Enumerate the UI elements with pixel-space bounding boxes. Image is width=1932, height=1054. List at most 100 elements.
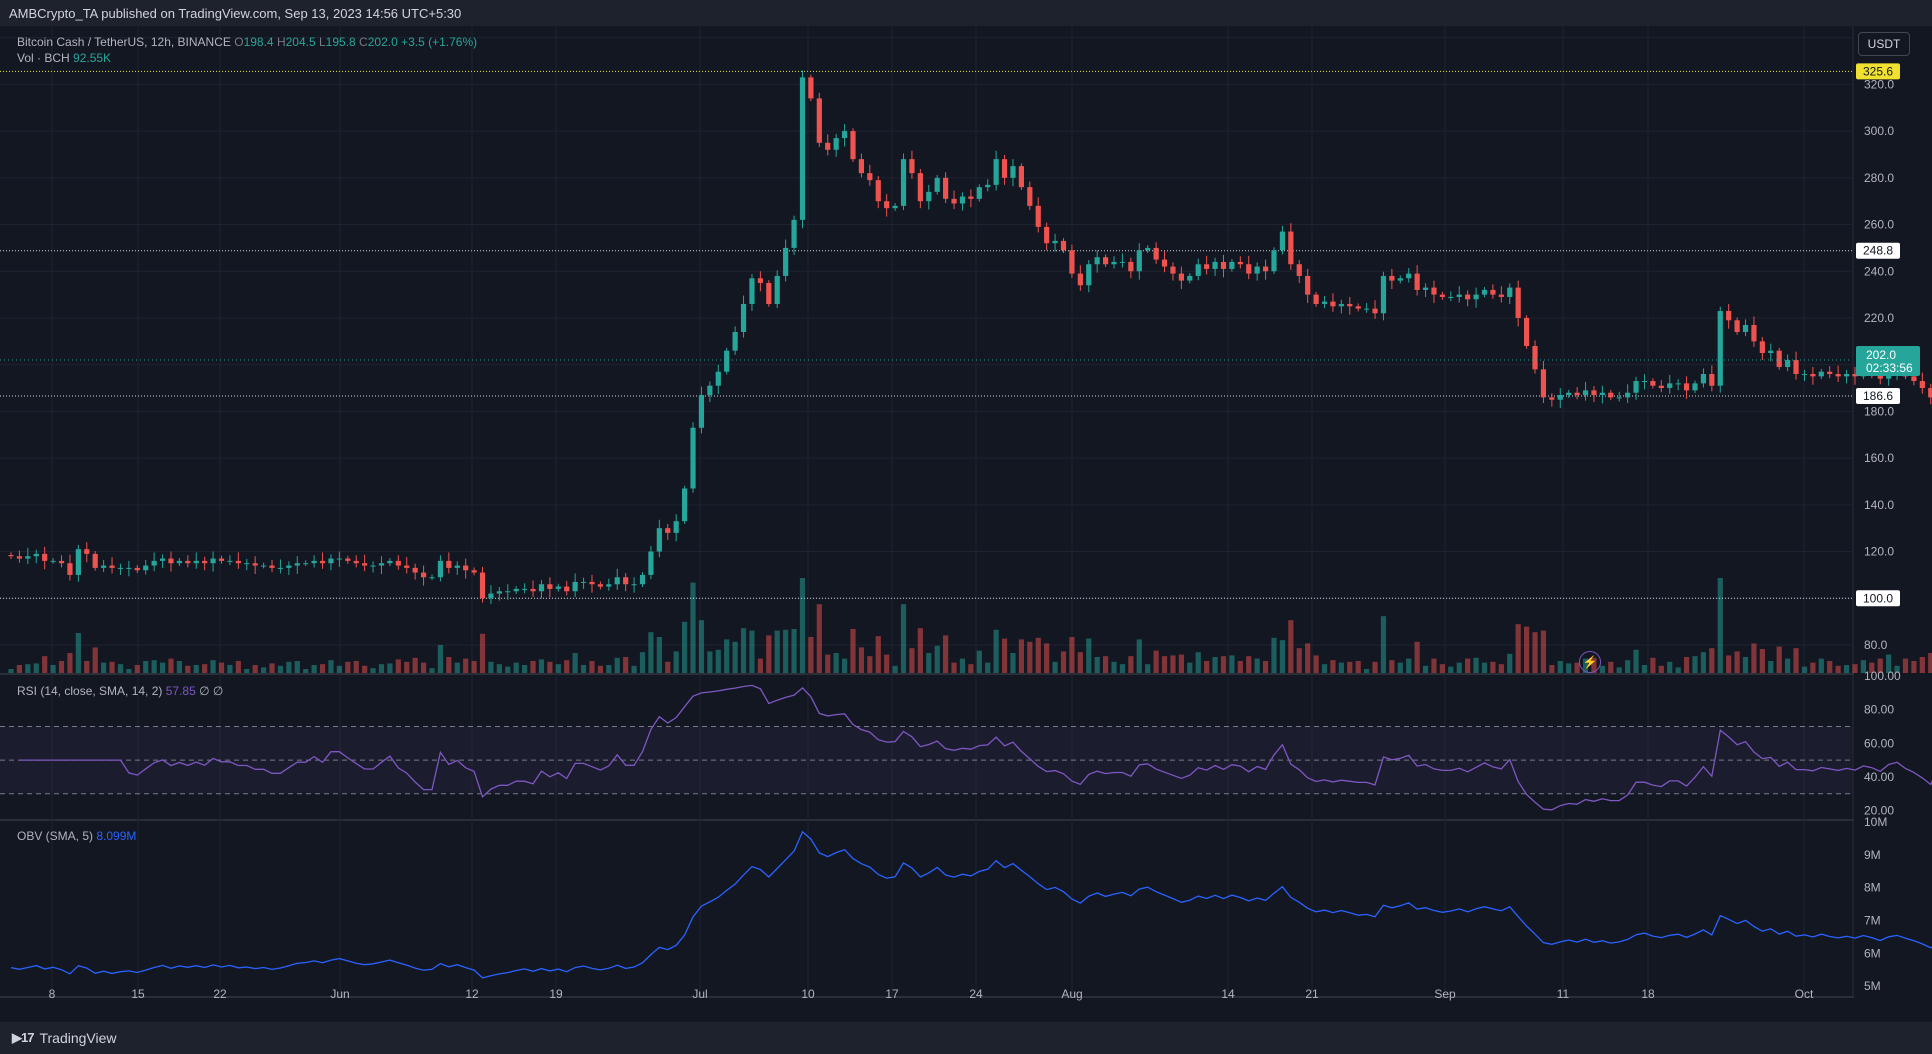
- volume-bar: [1911, 661, 1917, 673]
- candle-body: [1818, 371, 1824, 377]
- volume-bar: [791, 629, 797, 673]
- candle-body: [1094, 257, 1100, 265]
- obv-legend: OBV (SMA, 5) 8.099M: [17, 829, 136, 843]
- candle-body: [92, 553, 98, 568]
- x-tick-label: 24: [969, 987, 983, 1001]
- candle-body: [707, 385, 713, 396]
- volume-bar: [555, 664, 561, 673]
- obv-tick-label: 6M: [1864, 946, 1881, 960]
- candle-body: [1195, 264, 1201, 276]
- volume-bar: [395, 659, 401, 673]
- volume-bar: [1372, 661, 1378, 673]
- candle-body: [825, 142, 831, 150]
- candle-body: [159, 558, 166, 561]
- rsi-band-fill: [0, 726, 1852, 794]
- candle-body: [1288, 231, 1294, 265]
- candle-body: [1481, 289, 1488, 295]
- level-tag: [1856, 387, 1900, 404]
- volume-bar: [639, 652, 646, 673]
- candle-body: [1406, 273, 1412, 279]
- candle-body: [985, 184, 991, 188]
- volume-bar: [1776, 646, 1782, 673]
- volume-bar: [311, 665, 317, 673]
- candle-body: [1153, 247, 1159, 260]
- candle-body: [50, 560, 56, 562]
- obv-label[interactable]: OBV (SMA, 5): [17, 829, 94, 843]
- candle-body: [1877, 374, 1883, 379]
- volume-bar: [1178, 654, 1184, 673]
- candle-body: [833, 138, 839, 150]
- candle-body: [244, 563, 250, 565]
- candle-body: [1204, 264, 1210, 269]
- obv-line: [10, 830, 1932, 979]
- candle-body: [1843, 374, 1850, 377]
- volume-bar: [1355, 661, 1361, 673]
- rsi-label[interactable]: RSI (14, close, SMA, 14, 2): [17, 684, 163, 698]
- candle-body: [513, 588, 519, 592]
- volume-bar: [420, 662, 427, 673]
- candle-body: [319, 560, 326, 564]
- volume-bar: [1742, 657, 1749, 673]
- volume-bar: [884, 654, 890, 673]
- candle-body: [395, 560, 401, 566]
- volume-bar: [951, 662, 957, 673]
- volume-bar: [1490, 661, 1496, 673]
- footer-bar: ▶17 TradingView: [0, 1022, 1932, 1054]
- volume-bar: [1869, 662, 1875, 673]
- volume-bar: [303, 669, 309, 673]
- candle-body: [58, 560, 65, 564]
- candle-body: [185, 560, 191, 564]
- volume-bar: [404, 661, 410, 673]
- volume-bar: [1279, 640, 1286, 673]
- currency-button[interactable]: USDT: [1858, 32, 1910, 56]
- volume-bar: [1667, 661, 1673, 673]
- chart-area[interactable]: 81522Jun1219Jul101724Aug1421Sep1118Oct34…: [0, 26, 1932, 1022]
- candle-body: [1178, 273, 1184, 281]
- volume-bar: [1347, 661, 1353, 673]
- candle-body: [673, 521, 679, 533]
- candle-body: [1801, 374, 1808, 376]
- volume-bar: [1103, 656, 1109, 673]
- y-tick-label: 140.0: [1864, 498, 1894, 512]
- candle-body: [471, 570, 477, 573]
- volume-label[interactable]: Vol · BCH: [17, 51, 70, 65]
- volume-bar: [429, 668, 435, 673]
- volume-bar: [715, 649, 721, 673]
- symbol-title[interactable]: Bitcoin Cash / TetherUS, 12h, BINANCE: [17, 35, 231, 49]
- candle-body: [404, 565, 410, 568]
- candle-body: [1473, 294, 1479, 300]
- volume-bar: [84, 661, 90, 673]
- candle-body: [1465, 294, 1471, 300]
- volume-bar: [319, 664, 326, 673]
- level-tag: [1856, 63, 1900, 80]
- candle-body: [336, 558, 342, 560]
- candle-body: [252, 563, 258, 566]
- volume-bar: [1574, 662, 1580, 673]
- candle-body: [446, 560, 452, 568]
- volume-bar: [858, 647, 865, 673]
- level-tag-label: 186.6: [1863, 389, 1893, 403]
- candle-body: [1254, 266, 1260, 274]
- candle-body: [648, 551, 654, 575]
- low-value: 195.8: [325, 35, 356, 49]
- candle-body: [1633, 381, 1639, 393]
- candle-body: [665, 528, 671, 533]
- volume-bar: [1717, 578, 1723, 673]
- volume-bar: [67, 653, 73, 673]
- candle-body: [210, 558, 216, 564]
- candle-body: [488, 593, 494, 599]
- tradingview-logo[interactable]: ▶17 TradingView: [12, 1030, 117, 1046]
- flash-icon[interactable]: ⚡: [1579, 651, 1601, 673]
- volume-bar: [1060, 651, 1067, 673]
- x-tick-label: 15: [131, 987, 145, 1001]
- volume-bar: [463, 658, 469, 673]
- candle-body: [1027, 187, 1033, 206]
- volume-bar: [606, 665, 612, 673]
- volume-bar: [1616, 667, 1622, 673]
- volume-bar: [446, 657, 452, 673]
- volume-bar: [387, 663, 393, 673]
- candle-body: [1313, 294, 1319, 304]
- candle-body: [1641, 381, 1648, 383]
- volume-bar: [1069, 637, 1075, 673]
- volume-bar: [134, 665, 140, 673]
